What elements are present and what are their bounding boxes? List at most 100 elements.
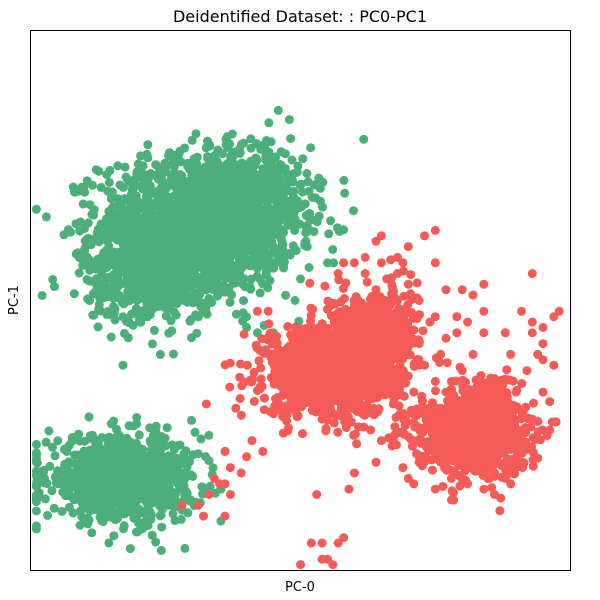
scatter-point-series-0 bbox=[85, 431, 95, 441]
scatter-point-series-0 bbox=[181, 259, 191, 268]
scatter-point-series-0 bbox=[269, 258, 279, 268]
scatter-point-series-1 bbox=[341, 278, 351, 288]
scatter-point-series-1 bbox=[245, 376, 255, 385]
scatter-point-series-0 bbox=[148, 210, 158, 220]
scatter-point-series-0 bbox=[142, 187, 152, 197]
scatter-point-series-1 bbox=[335, 370, 345, 380]
scatter-point-series-0 bbox=[108, 208, 117, 218]
scatter-point-series-0 bbox=[278, 240, 288, 250]
scatter-point-series-0 bbox=[298, 154, 308, 164]
scatter-point-series-0 bbox=[165, 230, 175, 240]
scatter-point-series-0 bbox=[315, 183, 325, 193]
scatter-point-series-1 bbox=[383, 340, 392, 350]
scatter-point-series-0 bbox=[279, 263, 289, 273]
scatter-point-series-0 bbox=[191, 129, 201, 139]
scatter-point-series-0 bbox=[185, 296, 195, 305]
scatter-point-series-1 bbox=[405, 330, 415, 340]
scatter-point-series-0 bbox=[219, 243, 229, 253]
scatter-point-series-0 bbox=[242, 312, 252, 322]
scatter-point-series-0 bbox=[237, 158, 247, 168]
scatter-point-series-0 bbox=[121, 195, 131, 205]
scatter-point-series-1 bbox=[442, 358, 452, 368]
scatter-point-series-0 bbox=[177, 277, 186, 287]
scatter-point-series-0 bbox=[262, 205, 271, 215]
scatter-point-series-1 bbox=[264, 319, 274, 329]
scatter-point-series-0 bbox=[303, 177, 313, 187]
scatter-point-series-0 bbox=[169, 349, 178, 359]
scatter-point-series-0 bbox=[105, 450, 115, 459]
scatter-point-series-0 bbox=[170, 265, 180, 275]
scatter-point-series-1 bbox=[299, 364, 309, 374]
scatter-point-series-1 bbox=[256, 363, 266, 373]
scatter-point-series-0 bbox=[154, 497, 164, 507]
scatter-point-series-0 bbox=[333, 223, 342, 233]
scatter-point-series-1 bbox=[242, 360, 252, 370]
scatter-point-series-0 bbox=[271, 195, 281, 205]
scatter-point-series-0 bbox=[284, 115, 294, 125]
scatter-point-series-0 bbox=[86, 487, 96, 497]
scatter-point-series-0 bbox=[205, 481, 215, 491]
scatter-point-series-1 bbox=[321, 424, 331, 433]
scatter-point-series-0 bbox=[302, 169, 312, 178]
scatter-point-series-0 bbox=[93, 277, 103, 287]
scatter-point-series-0 bbox=[340, 188, 350, 198]
scatter-point-series-0 bbox=[138, 508, 148, 518]
scatter-point-series-0 bbox=[231, 274, 241, 284]
scatter-point-series-0 bbox=[339, 175, 349, 185]
scatter-point-series-1 bbox=[323, 348, 333, 358]
scatter-point-series-0 bbox=[175, 237, 185, 247]
scatter-point-series-0 bbox=[295, 180, 305, 190]
scatter-point-series-0 bbox=[276, 147, 286, 157]
scatter-point-series-0 bbox=[31, 490, 41, 500]
scatter-point-series-0 bbox=[206, 195, 216, 205]
scatter-point-series-1 bbox=[285, 346, 295, 356]
scatter-point-series-1 bbox=[340, 390, 350, 400]
scatter-point-series-0 bbox=[43, 510, 52, 520]
scatter-point-series-0 bbox=[115, 211, 125, 221]
scatter-point-series-0 bbox=[217, 149, 227, 159]
scatter-point-series-0 bbox=[247, 204, 257, 214]
scatter-point-series-0 bbox=[264, 118, 274, 128]
scatter-point-series-0 bbox=[224, 234, 234, 244]
scatter-point-series-0 bbox=[246, 143, 256, 153]
scatter-point-series-0 bbox=[213, 250, 223, 259]
scatter-point-series-0 bbox=[265, 276, 275, 285]
scatter-point-series-0 bbox=[186, 200, 196, 209]
scatter-point-series-0 bbox=[314, 211, 324, 221]
scatter-point-series-0 bbox=[169, 444, 179, 454]
scatter-point-series-1 bbox=[368, 362, 378, 372]
scatter-point-series-0 bbox=[44, 426, 54, 436]
scatter-point-series-0 bbox=[220, 287, 230, 297]
scatter-point-series-0 bbox=[198, 298, 208, 308]
scatter-point-series-1 bbox=[387, 372, 397, 382]
scatter-point-series-0 bbox=[136, 227, 146, 237]
scatter-point-series-0 bbox=[290, 214, 300, 224]
scatter-point-series-0 bbox=[122, 433, 132, 443]
scatter-point-series-0 bbox=[169, 210, 179, 220]
scatter-point-series-0 bbox=[158, 454, 168, 464]
scatter-point-series-0 bbox=[119, 524, 128, 534]
scatter-point-series-0 bbox=[227, 129, 237, 139]
scatter-point-series-0 bbox=[185, 496, 195, 506]
scatter-point-series-1 bbox=[418, 326, 428, 336]
scatter-point-series-0 bbox=[287, 155, 297, 165]
scatter-point-series-0 bbox=[152, 170, 161, 180]
scatter-point-series-0 bbox=[132, 473, 142, 483]
scatter-point-series-0 bbox=[109, 250, 119, 260]
scatter-point-series-0 bbox=[118, 360, 128, 370]
scatter-point-series-0 bbox=[137, 246, 147, 256]
scatter-point-series-1 bbox=[367, 408, 377, 418]
scatter-point-series-0 bbox=[126, 501, 136, 510]
scatter-point-series-1 bbox=[333, 392, 343, 402]
scatter-point-series-1 bbox=[272, 331, 282, 341]
scatter-point-series-0 bbox=[219, 272, 229, 282]
scatter-point-series-1 bbox=[394, 401, 404, 411]
scatter-point-series-0 bbox=[96, 231, 106, 241]
scatter-point-series-1 bbox=[293, 411, 303, 421]
scatter-point-series-0 bbox=[126, 480, 136, 490]
scatter-point-series-0 bbox=[172, 184, 181, 193]
scatter-point-series-1 bbox=[387, 282, 397, 292]
scatter-point-series-1 bbox=[360, 410, 370, 420]
scatter-point-series-1 bbox=[352, 439, 362, 449]
